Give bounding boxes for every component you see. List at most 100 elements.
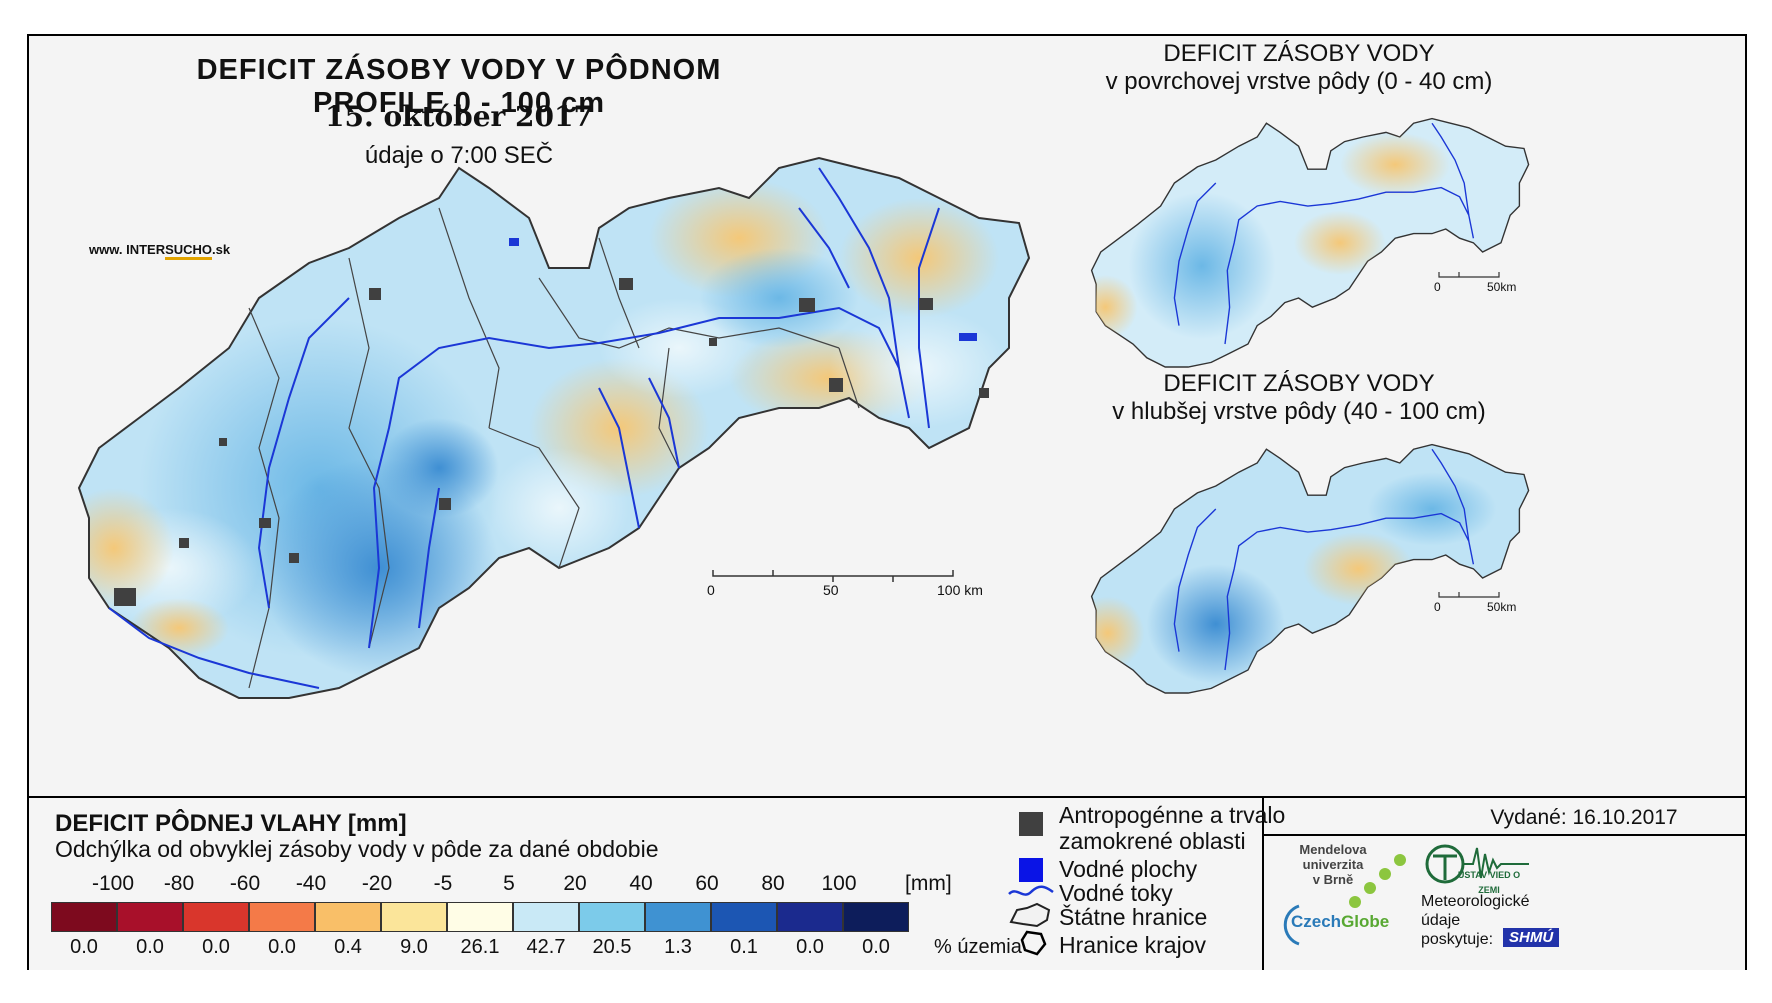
- legend-swatch: [513, 902, 579, 932]
- legend-break: -5: [433, 872, 453, 895]
- legend-pct: 0.0: [202, 936, 230, 958]
- map-frame: DEFICIT ZÁSOBY VODY V PÔDNOM PROFILE 0 -…: [27, 34, 1747, 970]
- main-scale-50: 50: [823, 582, 839, 598]
- legend-swatch: [315, 902, 381, 932]
- legend-break: -100: [91, 872, 135, 895]
- mendel-line2: univerzita: [1302, 857, 1364, 872]
- legend-swatch: [711, 902, 777, 932]
- mendel-line3: v Brně: [1312, 872, 1354, 887]
- legend-swatch: [51, 902, 117, 932]
- main-scale-100: 100 km: [937, 582, 983, 598]
- inset-top-title-line2: v povrchovej vrstve pôdy (0 - 40 cm): [1105, 68, 1493, 95]
- inset-bottom-title-line2: v hlubšej vrstve pôdy (40 - 100 cm): [1112, 398, 1486, 425]
- key-region-border: Hranice krajov: [1059, 932, 1206, 958]
- brand-logo: www. INTERSUCHO.sk: [89, 242, 231, 260]
- legend-swatch: [117, 902, 183, 932]
- region-borders: [248, 207, 860, 689]
- legend-divider: [1262, 798, 1264, 970]
- main-date: 15. október 2017: [325, 100, 593, 133]
- czechglobe-logo: CzechGlobe: [1291, 912, 1389, 932]
- legend-title: DEFICIT PÔDNEJ VLAHY [mm]: [55, 810, 407, 837]
- inset-bottom-title: DEFICIT ZÁSOBY VODY v hlubšej vrstve pôd…: [1064, 370, 1534, 426]
- legend-break: 80: [761, 872, 785, 895]
- key-state-border: Štátne hranice: [1059, 904, 1208, 930]
- legend-swatch: [447, 902, 513, 932]
- issued-date: Vydané: 16.10.2017: [1490, 806, 1678, 829]
- anthropogenic-swatch: [1019, 812, 1043, 836]
- met-line1: Meteorologické: [1421, 893, 1530, 910]
- legend-swatch: [249, 902, 315, 932]
- inset-top-title-line1: DEFICIT ZÁSOBY VODY: [1163, 40, 1435, 67]
- inset-bottom-scale-50: 50km: [1487, 600, 1517, 614]
- institute-name: ÚSTAV VIED O ZEMI: [1457, 870, 1521, 895]
- inset-bottom-title-line1: DEFICIT ZÁSOBY VODY: [1163, 370, 1435, 397]
- legend-pct: 0.0: [70, 936, 98, 958]
- mendel-line1: Mendelova: [1299, 842, 1367, 857]
- czechglobe-b: Globe: [1341, 912, 1390, 931]
- legend-pct: 0.0: [268, 936, 296, 958]
- legend-pct: 9.0: [400, 936, 428, 958]
- legend-break: 40: [629, 872, 653, 895]
- water-body-swatch: [1019, 858, 1043, 882]
- key-water-bodies: Vodné plochy: [1059, 856, 1198, 882]
- inset-bottom-scale-bar: [1438, 592, 1500, 598]
- region-border-icon: [1020, 930, 1047, 956]
- legend-subtitle: Odchýlka od obvyklej zásoby vody v pôde …: [55, 836, 659, 862]
- inset-bottom-scale-0: 0: [1434, 600, 1441, 614]
- legend-panel: DEFICIT PÔDNEJ VLAHY [mm] Odchýlka od ob…: [29, 796, 1745, 970]
- inset-top-title: DEFICIT ZÁSOBY VODY v povrchovej vrstve …: [1064, 40, 1534, 96]
- legend-pct: 0.0: [796, 936, 824, 958]
- state-border-icon: [1009, 902, 1051, 928]
- key-anthropogenic: Antropogénne a trvalo zamokrené oblasti: [1059, 802, 1285, 854]
- mendel-dots-icon: [1349, 854, 1406, 908]
- legend-swatch: [645, 902, 711, 932]
- main-map: [78, 157, 1030, 699]
- czechglobe-a: Czech: [1291, 912, 1342, 931]
- legend-pct: 0.0: [136, 936, 164, 958]
- legend-swatch: [843, 902, 909, 932]
- key-rivers: Vodné toky: [1059, 880, 1173, 906]
- issued-divider: [1262, 834, 1745, 836]
- met-line2: údaje: [1421, 912, 1461, 929]
- legend-break: 100: [821, 872, 857, 895]
- legend-break: 5: [503, 872, 515, 895]
- legend-pct: 0.4: [334, 936, 362, 958]
- brand-accent: SUCHO: [165, 242, 213, 260]
- key-anthropogenic-line2: zamokrené oblasti: [1059, 828, 1246, 854]
- czechglobe-arc-icon: [1283, 904, 1300, 946]
- main-time: údaje o 7:00 SEČ: [364, 142, 554, 169]
- legend-swatch: [579, 902, 645, 932]
- key-anthropogenic-line1: Antropogénne a trvalo: [1059, 802, 1286, 828]
- legend-swatch: [381, 902, 447, 932]
- legend-swatch: [777, 902, 843, 932]
- inset-top-map: [1090, 117, 1530, 368]
- institute-logo-icon: [1425, 844, 1529, 884]
- legend-pct: 0.1: [730, 936, 758, 958]
- legend-swatch: [183, 902, 249, 932]
- map-area: DEFICIT ZÁSOBY VODY V PÔDNOM PROFILE 0 -…: [29, 36, 1745, 796]
- inset-top-scale-0: 0: [1434, 280, 1441, 294]
- legend-break: 20: [563, 872, 587, 895]
- main-scale-0: 0: [707, 582, 715, 598]
- brand-prefix: www. INTER: [89, 242, 166, 257]
- inset-bottom-map: [1090, 443, 1530, 694]
- legend-pct: 42.7: [526, 936, 566, 958]
- legend-pct: 20.5: [592, 936, 632, 958]
- shmu-logo: SHMÚ: [1503, 928, 1560, 947]
- met-line3: poskytuje:: [1421, 931, 1494, 948]
- legend-break: -80: [163, 872, 195, 895]
- legend-pct: 0.0: [862, 936, 890, 958]
- legend-pct: 26.1: [460, 936, 500, 958]
- legend-break: -60: [229, 872, 261, 895]
- legend-break: -20: [361, 872, 393, 895]
- legend-break: 60: [695, 872, 719, 895]
- legend-pct: 1.3: [664, 936, 692, 958]
- main-scale-bar: [712, 570, 954, 582]
- legend-unit: [mm]: [905, 872, 952, 895]
- met-data-text: Meteorologické údaje poskytuje:: [1421, 892, 1530, 949]
- mendel-logo-text: Mendelova univerzita v Brně: [1283, 842, 1383, 887]
- brand-suffix: .sk: [212, 242, 231, 257]
- legend-pct-unit: % územia: [934, 936, 1022, 958]
- river-icon: [1008, 885, 1054, 896]
- urban-areas: [114, 278, 989, 606]
